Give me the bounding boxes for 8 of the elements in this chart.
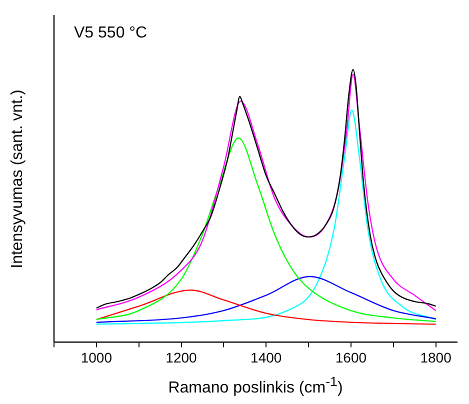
x-tick-label: 1400	[250, 349, 282, 366]
y-axis-title: Intensyvumas (sant. vnt.)	[9, 88, 27, 270]
x-tick-label: 1600	[335, 349, 367, 366]
x-tick-label: 1200	[166, 349, 198, 366]
text: V5 550 °C	[74, 24, 148, 42]
x-tick-label: 1800	[420, 349, 452, 366]
x-axis-title: Ramano poslinkis (cm$^{-1}$)	[167, 374, 344, 398]
x-tick-label: 1000	[80, 349, 112, 366]
